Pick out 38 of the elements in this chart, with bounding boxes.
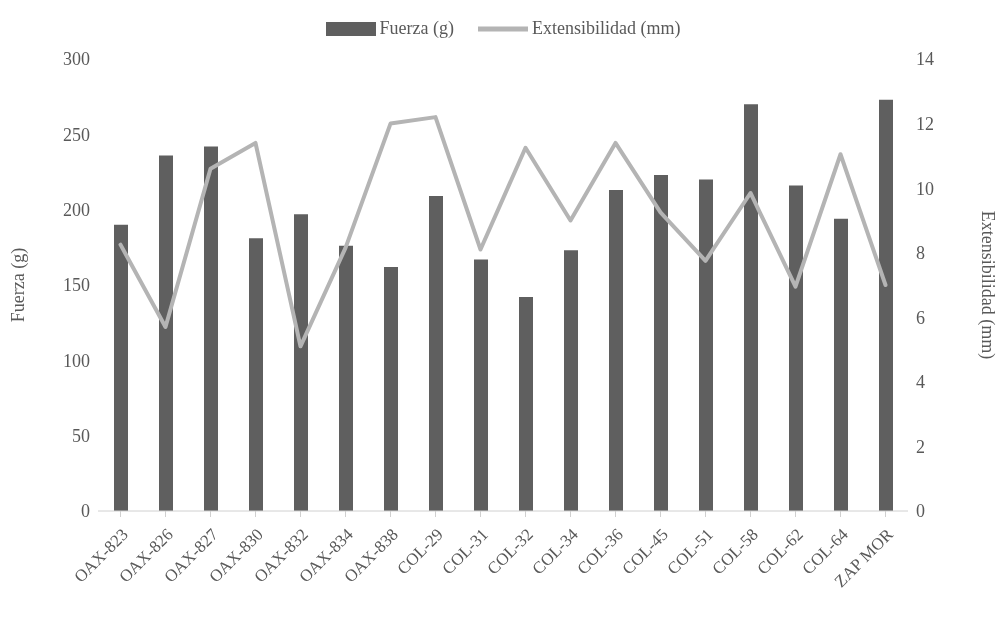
y2-tick-label: 14 <box>916 49 934 70</box>
y2-tick-label: 4 <box>916 372 925 393</box>
bar <box>879 99 893 511</box>
legend-label: Fuerza (g) <box>379 18 454 39</box>
y2-tick-label: 8 <box>916 243 925 264</box>
bar <box>699 179 713 511</box>
y2-tick-label: 6 <box>916 307 925 328</box>
bar <box>564 250 578 511</box>
y2-tick-label: 10 <box>916 178 934 199</box>
y-tick-label: 150 <box>63 275 90 296</box>
y-tick-label: 300 <box>63 49 90 70</box>
bar <box>159 155 173 511</box>
y-axis-title: Fuerza (g) <box>8 247 30 323</box>
bar <box>474 259 488 511</box>
bar <box>519 297 533 511</box>
y-tick-label: 200 <box>63 200 90 221</box>
bar <box>384 266 398 511</box>
bar <box>429 196 443 511</box>
bar <box>789 185 803 511</box>
line-series <box>118 115 888 349</box>
y2-tick-label: 2 <box>916 436 925 457</box>
bar <box>114 224 128 511</box>
bar <box>609 190 623 511</box>
bar <box>654 175 668 511</box>
y-tick-label: 0 <box>81 501 90 522</box>
y-tick-label: 50 <box>72 426 90 447</box>
y-tick-label: 250 <box>63 124 90 145</box>
bar <box>744 104 758 511</box>
bar <box>249 238 263 511</box>
bar <box>204 146 218 511</box>
legend-label: Extensibilidad (mm) <box>531 18 681 39</box>
y-tick-label: 100 <box>63 350 90 371</box>
bar <box>834 218 848 511</box>
y2-tick-label: 0 <box>916 501 925 522</box>
y2-tick-label: 12 <box>916 113 934 134</box>
bar <box>339 245 353 511</box>
y2-axis-title: Extensibilidad (mm) <box>976 210 998 360</box>
bar <box>294 214 308 511</box>
